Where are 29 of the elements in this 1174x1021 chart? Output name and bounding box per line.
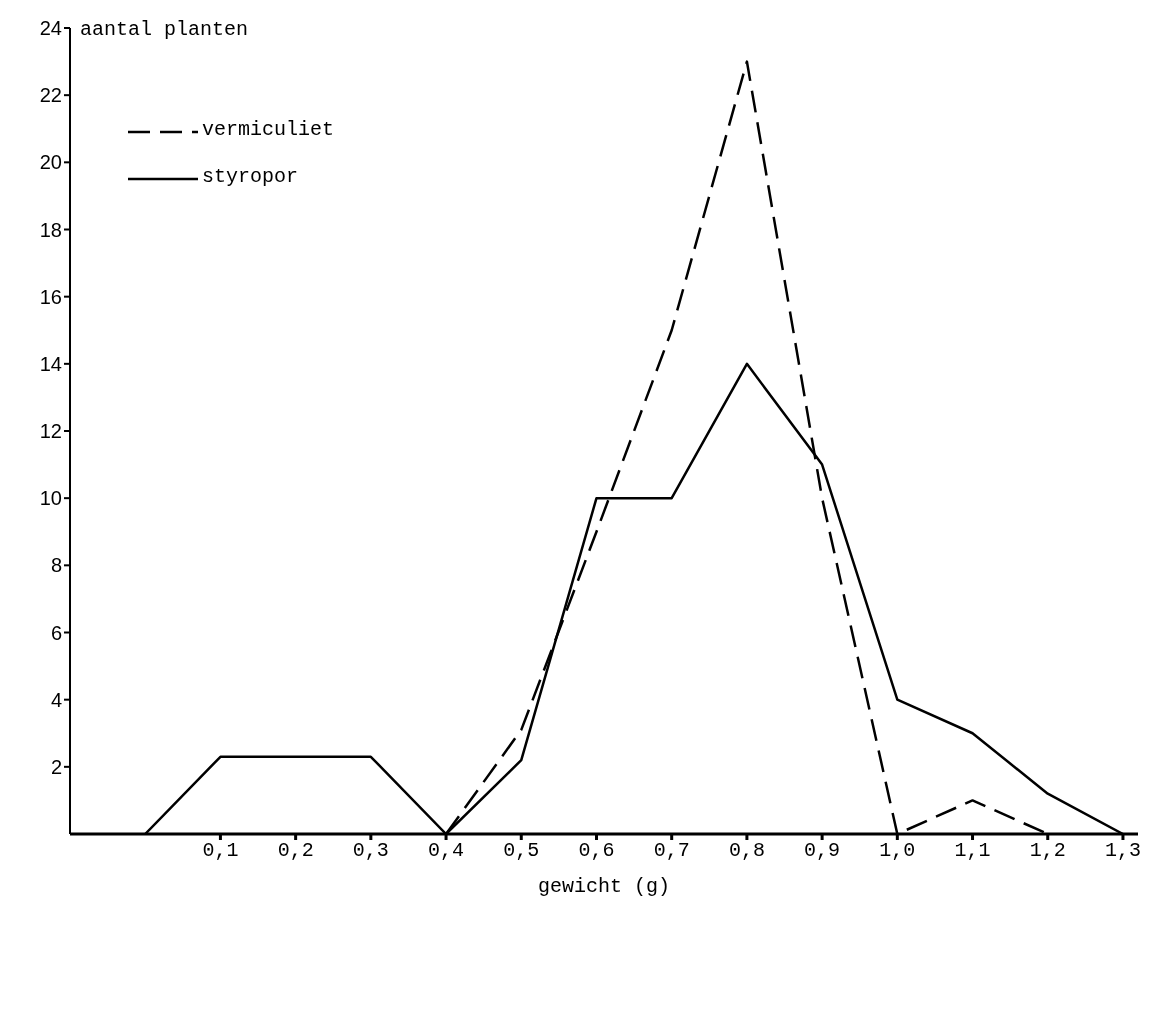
y-tick-label: 6 (50, 621, 62, 644)
y-tick-label: 22 (39, 84, 62, 107)
y-tick-label: 20 (39, 151, 62, 174)
y-tick-label: 12 (39, 420, 62, 443)
legend-label: vermiculiet (202, 118, 335, 141)
x-tick-label: 0,4 (428, 839, 465, 863)
x-tick-label: 0,2 (277, 839, 314, 863)
y-tick-label: 24 (39, 17, 62, 40)
y-tick-label: 2 (50, 755, 62, 778)
x-axis-title: gewicht (g) (537, 875, 671, 898)
x-tick-label: 0,9 (804, 839, 841, 863)
x-tick-label: 1,2 (1029, 839, 1066, 863)
x-tick-label: 0,1 (202, 839, 239, 863)
y-tick-label: 10 (39, 487, 62, 510)
x-tick-label: 0,5 (503, 839, 540, 863)
y-tick-label: 8 (50, 554, 62, 577)
x-tick-label: 0,6 (578, 839, 615, 863)
x-tick-label: 0,7 (653, 839, 690, 863)
y-tick-label: 4 (50, 688, 62, 711)
x-tick-label: 1,3 (1104, 839, 1141, 863)
x-tick-label: 1,0 (879, 839, 916, 863)
x-tick-label: 0,3 (352, 839, 389, 863)
legend-label: styropor (202, 165, 299, 188)
y-tick-label: 18 (39, 218, 62, 241)
y-axis-title: aantal planten (80, 18, 249, 41)
y-tick-label: 16 (39, 285, 62, 308)
x-tick-label: 1,1 (954, 839, 991, 863)
x-tick-label: 0,8 (728, 839, 765, 863)
y-tick-label: 14 (39, 352, 62, 375)
